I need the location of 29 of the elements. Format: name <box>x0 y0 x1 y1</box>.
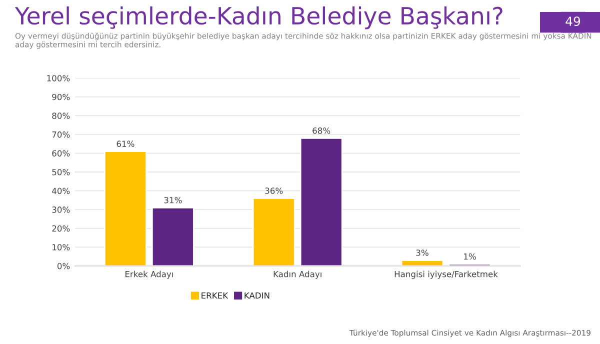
y-tick-label: 0% <box>57 262 70 270</box>
bar <box>400 260 444 266</box>
y-tick-label: 70% <box>52 131 70 138</box>
bar <box>104 150 147 266</box>
y-tick-label: 10% <box>52 244 70 250</box>
text: 36% <box>265 188 283 194</box>
y-tick-label: 40% <box>52 188 70 194</box>
text: 61% <box>116 140 134 147</box>
y-tick-label: 80% <box>52 112 70 119</box>
y-tick-label: 50% <box>52 168 70 176</box>
text: 3% <box>416 250 428 256</box>
bar <box>151 206 194 266</box>
y-tick-label: 90% <box>52 94 70 100</box>
bar <box>252 198 296 266</box>
x-tick-label: Hangisi iyiyse/Farketmek <box>394 270 498 279</box>
legend-label: KADIN <box>244 292 270 299</box>
text: 1% <box>464 253 476 260</box>
y-tick-label: 20% <box>52 225 70 232</box>
legend-label: ERKEK <box>202 292 228 299</box>
bar <box>300 137 343 266</box>
text: 68% <box>312 127 330 134</box>
y-tick-label: 60% <box>52 150 70 156</box>
chart-title: Yerel seçimlerde-Kadın Belediye Başkanı? <box>14 6 502 30</box>
y-tick-label: 100% <box>47 75 70 82</box>
x-tick-label: Erkek Adayı <box>126 270 173 279</box>
text: 31% <box>164 196 182 204</box>
x-tick-label: Kadın Adayı <box>274 270 322 279</box>
y-tick-label: 30% <box>52 206 70 213</box>
text: 49 <box>566 16 580 26</box>
